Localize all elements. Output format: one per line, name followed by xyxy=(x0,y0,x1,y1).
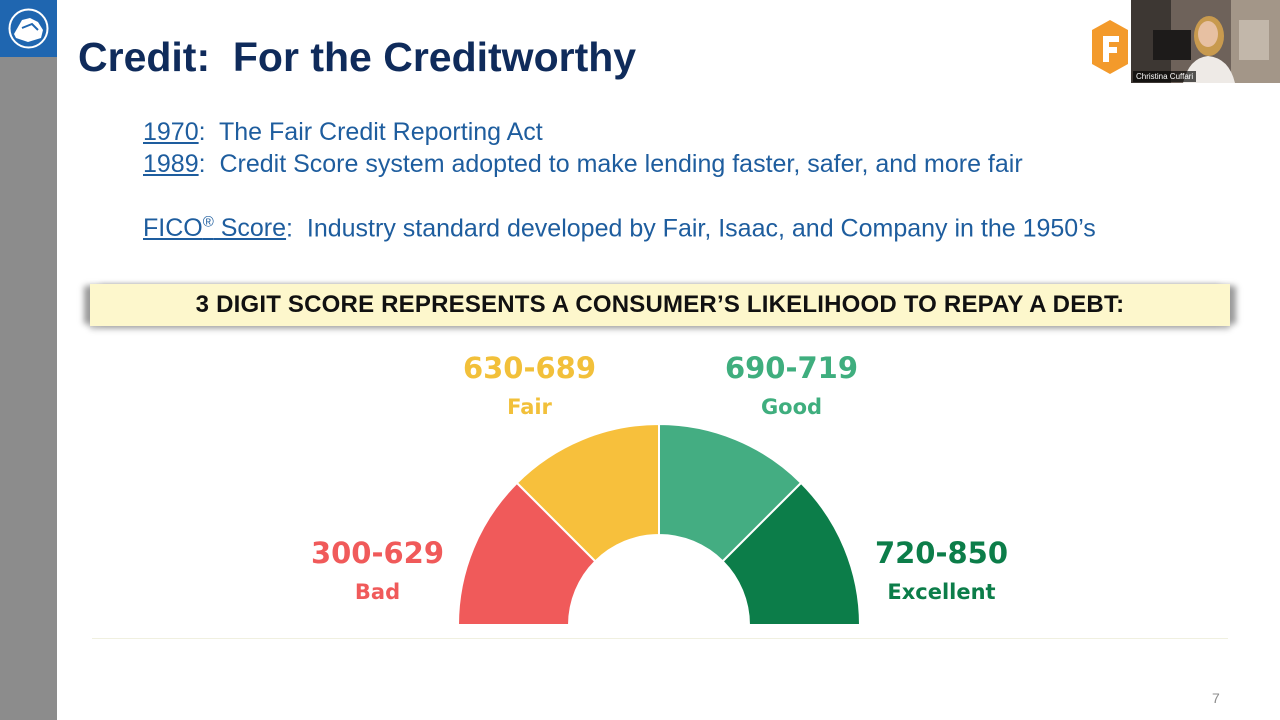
line-text: : Credit Score system adopted to make le… xyxy=(198,150,1023,178)
excellent-category-label: Excellent xyxy=(887,580,996,604)
slide-title: Credit: For the Creditworthy xyxy=(78,34,637,80)
gauge-segment-fair xyxy=(515,422,660,563)
history-line-1970: 1970: The Fair Credit Reporting Act xyxy=(143,118,543,147)
page-number: 7 xyxy=(1212,690,1220,706)
bad-category-label: Bad xyxy=(354,580,401,604)
good-category-label: Good xyxy=(760,395,823,419)
left-sidebar xyxy=(0,0,57,720)
video-feed xyxy=(1131,0,1280,83)
fico-line: FICO® Score: Industry standard developed… xyxy=(143,214,1096,243)
registered-mark: ® xyxy=(202,214,214,231)
score-banner: 3 DIGIT SCORE REPRESENTS A CONSUMER’S LI… xyxy=(90,284,1230,326)
rock-logo-icon xyxy=(8,8,49,49)
year-1970-link[interactable]: 1970 xyxy=(143,118,199,146)
gauge-segment-good xyxy=(658,422,803,563)
history-line-1989: 1989: Credit Score system adopted to mak… xyxy=(143,150,1023,179)
fico-score-link[interactable]: FICO® Score xyxy=(143,214,286,242)
fair-range-label: 630-689 xyxy=(462,351,597,385)
score-text: Score xyxy=(213,214,287,243)
participant-video[interactable] xyxy=(1131,0,1280,83)
excellent-range-label: 720-850 xyxy=(874,536,1009,570)
company-logo xyxy=(0,0,57,57)
divider xyxy=(92,638,1228,639)
f-logo-icon xyxy=(1092,20,1128,74)
bad-range-label: 300-629 xyxy=(310,536,445,570)
year-1989-link[interactable]: 1989 xyxy=(143,150,199,178)
good-range-label: 690-719 xyxy=(724,351,859,385)
banner-text: 3 DIGIT SCORE REPRESENTS A CONSUMER’S LI… xyxy=(195,291,1125,318)
gauge-segment-excellent xyxy=(721,481,862,626)
line-text: : The Fair Credit Reporting Act xyxy=(198,118,543,146)
fico-text: FICO xyxy=(143,214,203,243)
fair-category-label: Fair xyxy=(507,395,552,419)
line-text: : Industry standard developed by Fair, I… xyxy=(286,214,1096,243)
gauge-segment-bad xyxy=(456,481,597,626)
participant-name: Christina Cuffari xyxy=(1133,71,1197,82)
